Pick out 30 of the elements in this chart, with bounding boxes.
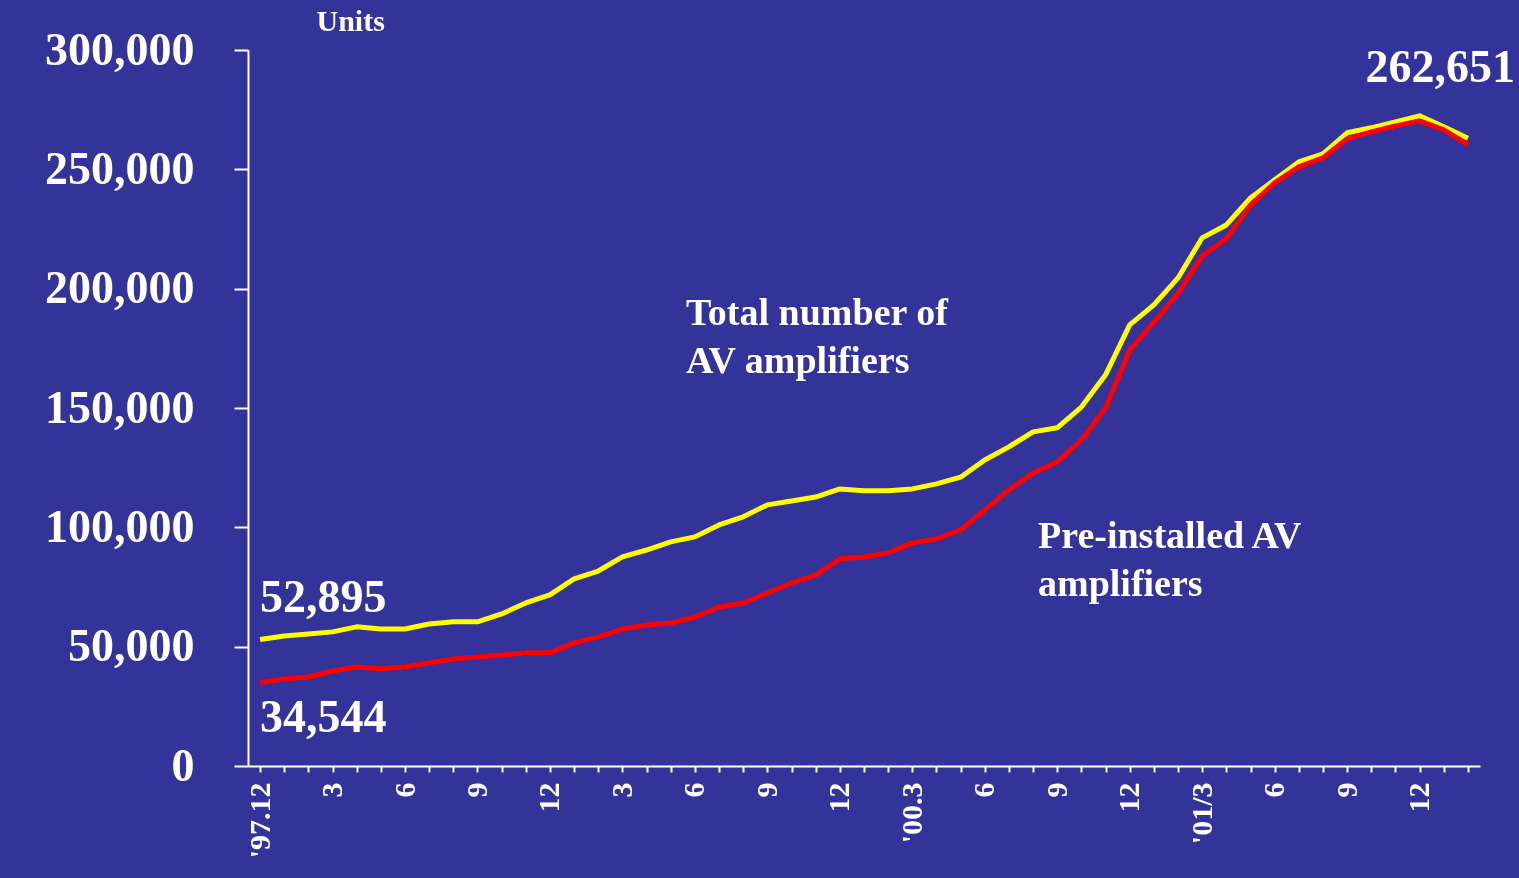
- y-tick-label: 0: [171, 739, 195, 791]
- series-label: Pre-installed AV amplifiers: [1038, 514, 1303, 604]
- annotation: 262,651: [1365, 41, 1515, 92]
- y-axis-title: Units: [316, 3, 385, 37]
- x-tick-label: 9: [459, 782, 493, 798]
- x-tick-label: 12: [822, 782, 856, 813]
- x-tick-label: 6: [967, 782, 1001, 798]
- x-tick-label: 6: [387, 782, 421, 798]
- x-tick-label: 12: [1402, 782, 1436, 813]
- x-tick-label: 6: [677, 782, 711, 798]
- y-tick-label: 100,000: [45, 500, 195, 552]
- y-tick-label: 250,000: [45, 142, 195, 194]
- x-tick-label: 3: [604, 782, 638, 798]
- text: Total number of AV amplifiers: [686, 291, 950, 381]
- x-tick-label: '00.3: [894, 782, 928, 844]
- x-tick-label: 9: [749, 782, 783, 798]
- x-tick-label: 6: [1257, 782, 1291, 798]
- x-tick-label: 9: [1329, 782, 1363, 798]
- x-tick-label: '01/3: [1184, 782, 1218, 845]
- annotation: 52,895: [260, 570, 387, 622]
- x-tick-label: 9: [1039, 782, 1073, 798]
- y-tick-label: 50,000: [68, 620, 195, 672]
- x-tick-label: 3: [315, 782, 349, 798]
- y-tick-label: 300,000: [45, 23, 195, 75]
- x-tick-label: 12: [1112, 782, 1146, 813]
- x-tick-label: '97.12: [242, 782, 276, 859]
- x-tick-label: 12: [532, 782, 566, 813]
- y-tick-label: 200,000: [45, 262, 195, 314]
- annotation: 34,544: [260, 690, 387, 742]
- y-tick-label: 150,000: [45, 381, 195, 433]
